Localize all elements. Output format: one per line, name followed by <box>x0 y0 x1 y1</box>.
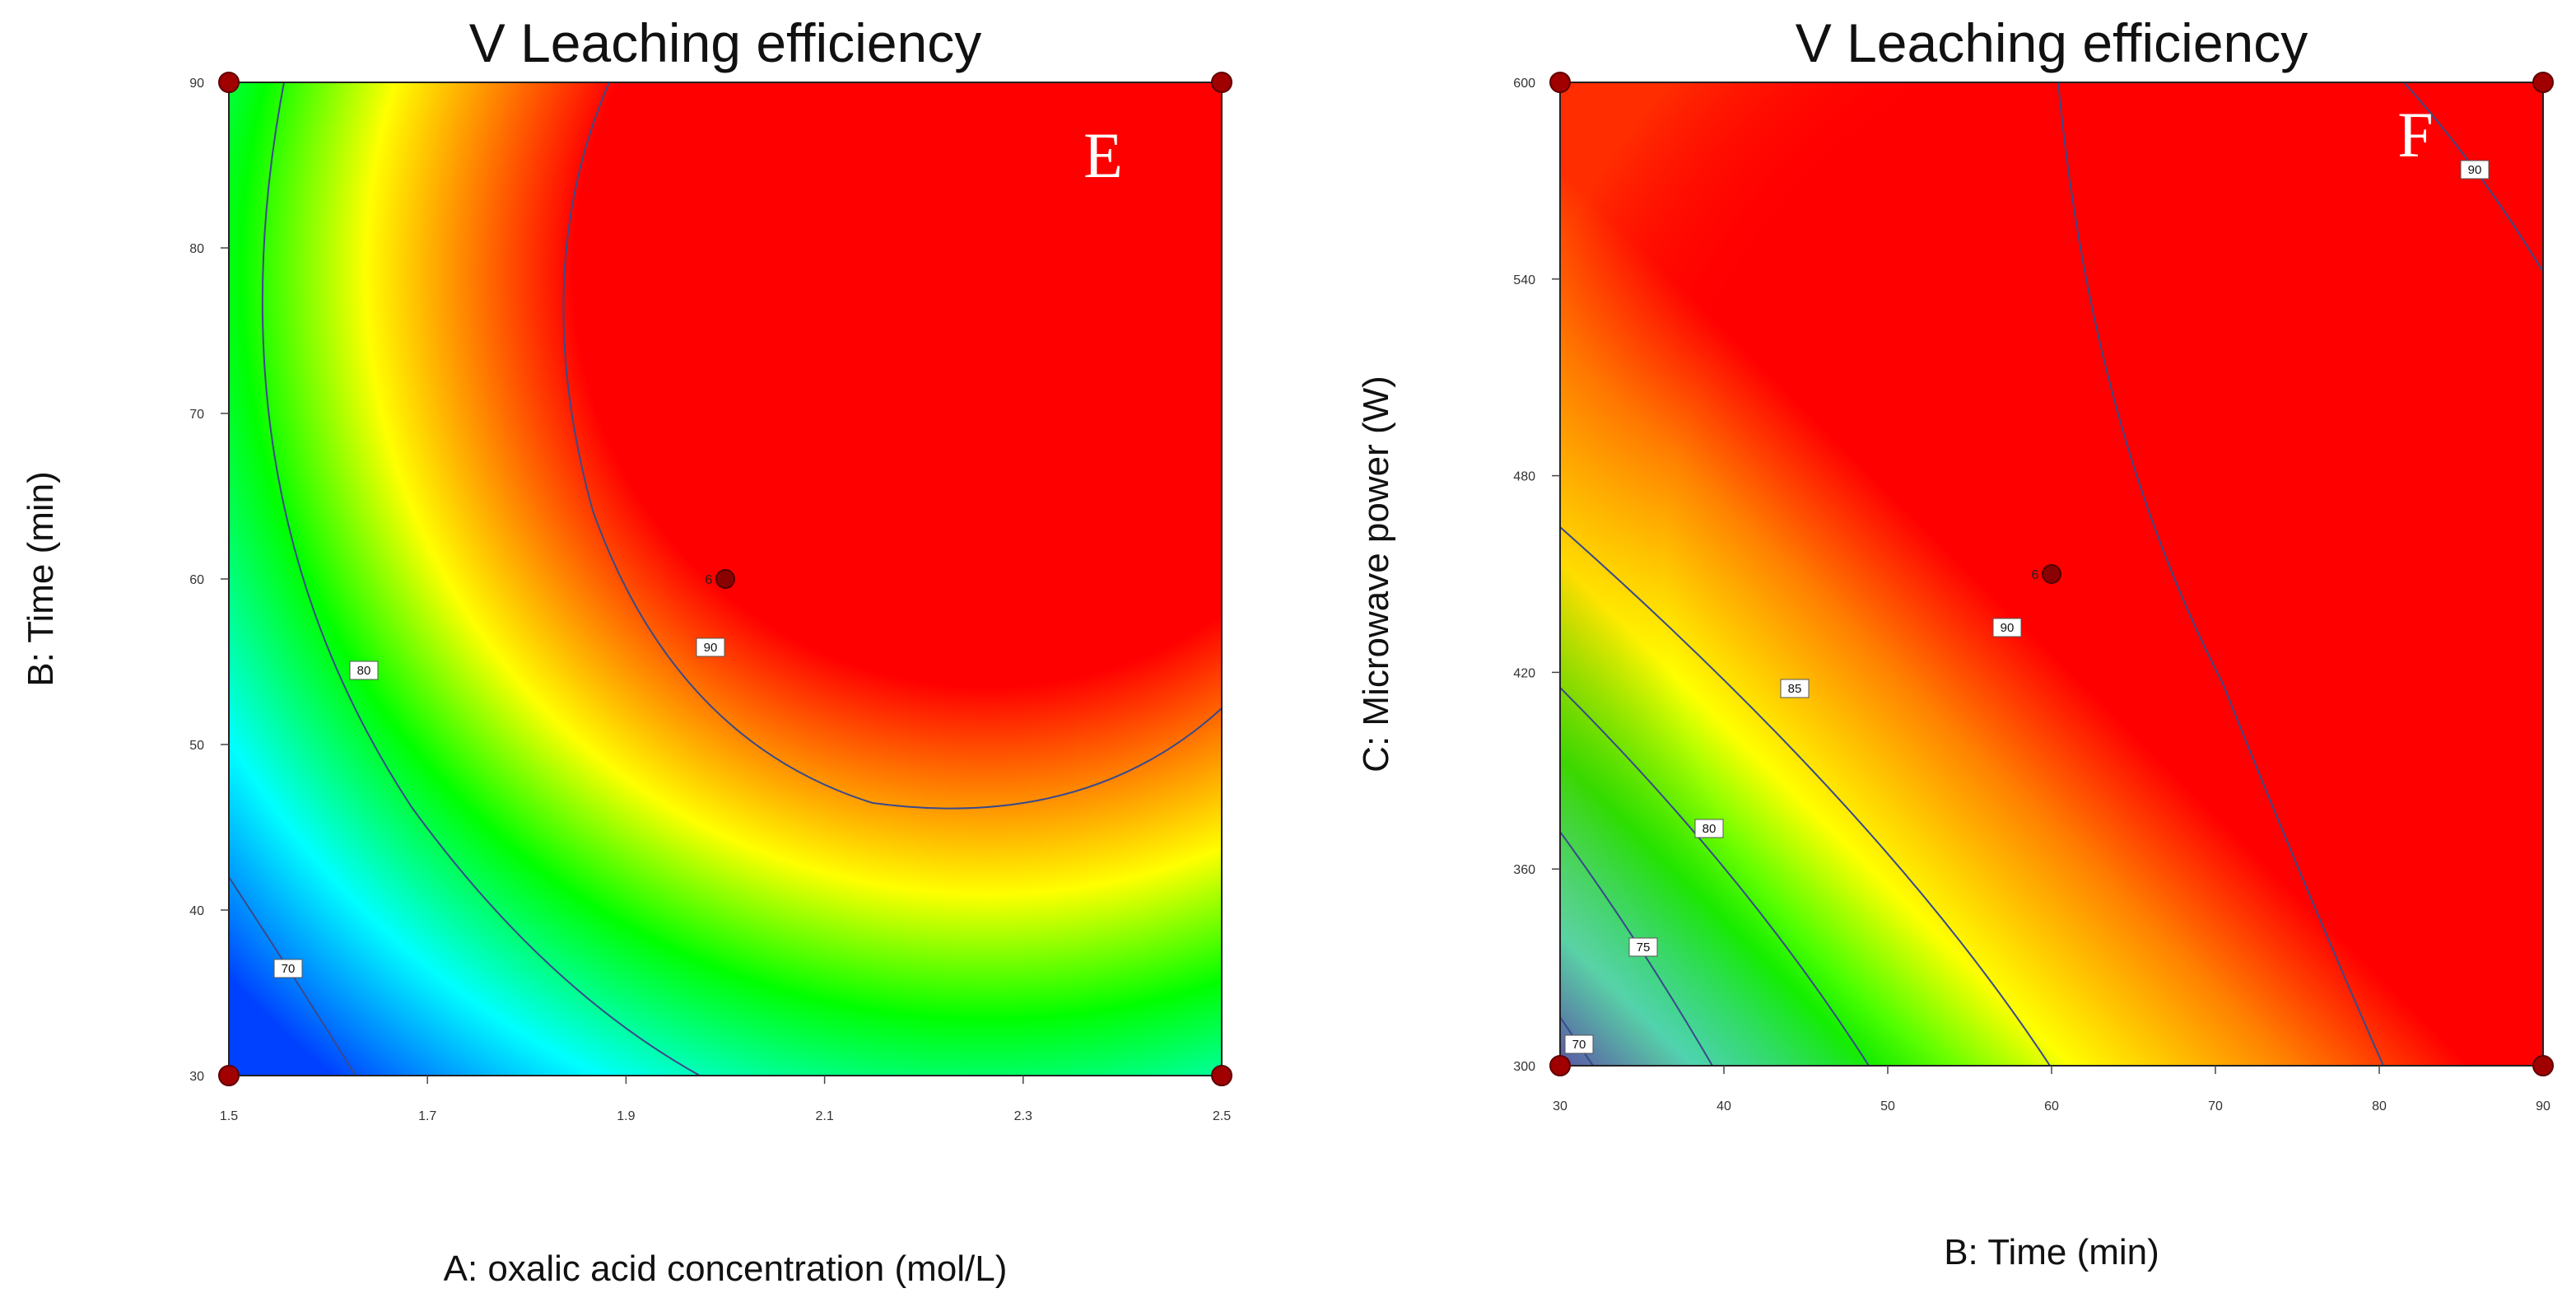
y-tick-label: 60 <box>189 573 204 587</box>
panel-f-x-axis-label: B: Time (min) <box>1944 1232 2159 1272</box>
panel-e-contours <box>229 82 1222 1076</box>
panel-f-ticks: 30 40 50 60 70 80 90 300 360 420 480 540 600 <box>1513 77 2550 1113</box>
panel-e-title: V Leaching efficiency <box>469 12 982 73</box>
x-tick-label: 80 <box>2372 1099 2387 1113</box>
design-point <box>1211 72 1232 93</box>
contour-line-80 <box>261 82 701 1076</box>
contour-line-90 <box>2057 82 2384 1066</box>
design-point <box>218 1065 240 1086</box>
panel-e-y-axis-label: B: Time (min) <box>21 471 61 687</box>
x-tick-label: 2.3 <box>1014 1109 1032 1123</box>
panel-e: V Leaching efficiency 1.5 1.7 1.9 2.1 2.3 2.5… <box>21 12 1232 1289</box>
center-point-label: 6 <box>2032 568 2039 582</box>
y-tick-label: 80 <box>189 242 204 256</box>
contour-label: 90 <box>1992 618 2022 637</box>
contour-label-text: 75 <box>1637 941 1651 955</box>
contour-label: 90 <box>696 637 725 657</box>
contour-line-85 <box>1560 526 2051 1066</box>
y-tick-label: 50 <box>189 739 204 753</box>
panel-e-x-axis-label: A: oxalic acid concentration (mol/L) <box>444 1249 1008 1289</box>
center-point <box>2042 564 2061 584</box>
design-point <box>2532 72 2554 93</box>
y-tick-label: 300 <box>1513 1060 1535 1074</box>
x-tick-label: 2.1 <box>815 1109 833 1123</box>
y-tick-label: 70 <box>189 408 204 422</box>
panel-f-title: V Leaching efficiency <box>1796 12 2308 73</box>
design-point <box>218 72 240 93</box>
contour-label: 75 <box>1628 937 1658 957</box>
y-tick-label: 90 <box>189 77 204 91</box>
panel-f-contours <box>1560 82 2543 1066</box>
x-tick-label: 1.5 <box>220 1109 238 1123</box>
contour-label: 80 <box>349 661 379 680</box>
contour-label-text: 90 <box>2468 163 2482 177</box>
panel-e-contour-labels: 70 80 90 <box>273 637 725 978</box>
panel-e-design-points: 6 <box>218 72 1232 1086</box>
x-tick-label: 30 <box>1553 1099 1567 1113</box>
panel-f-contour-labels: 70 75 80 85 90 90 <box>1564 160 2490 1054</box>
panel-e-ticks: 1.5 1.7 1.9 2.1 2.3 2.5 30 40 50 60 70 80 90 <box>189 77 1231 1123</box>
x-tick-label: 2.5 <box>1213 1109 1231 1123</box>
contour-label-text: 85 <box>1788 682 1802 696</box>
panel-f-design-points: 6 <box>1549 72 2554 1076</box>
panel-f-letter: F <box>2397 99 2433 170</box>
contour-label-text: 80 <box>357 664 371 678</box>
contour-label: 80 <box>1694 819 1724 838</box>
y-tick-label: 40 <box>189 904 204 918</box>
center-point-label: 6 <box>706 573 713 587</box>
center-point <box>715 569 735 589</box>
x-tick-label: 40 <box>1717 1099 1731 1113</box>
contour-line-70 <box>229 876 356 1076</box>
x-tick-label: 70 <box>2208 1099 2223 1113</box>
y-tick-label: 600 <box>1513 77 1535 91</box>
y-tick-label: 540 <box>1513 273 1535 287</box>
design-point <box>1211 1065 1232 1086</box>
panel-f-y-axis-label: C: Microwave power (W) <box>1356 376 1396 773</box>
contour-line-80 <box>1560 687 1870 1066</box>
x-tick-label: 60 <box>2044 1099 2059 1113</box>
panel-f: V Leaching efficiency 30 40 50 60 70 80 903003… <box>1356 12 2554 1272</box>
contour-label-text: 70 <box>1572 1038 1586 1052</box>
y-tick-label: 480 <box>1513 470 1535 484</box>
y-tick-label: 420 <box>1513 666 1535 680</box>
design-point <box>1549 1055 1571 1076</box>
x-tick-label: 1.9 <box>617 1109 635 1123</box>
contour-label-text: 90 <box>2001 621 2015 635</box>
x-tick-label: 1.7 <box>418 1109 436 1123</box>
y-tick-label: 360 <box>1513 863 1535 877</box>
contour-line-90 <box>562 82 1222 810</box>
panel-e-letter: E <box>1083 119 1123 191</box>
contour-label: 85 <box>1780 679 1810 698</box>
design-point <box>1549 72 1571 93</box>
y-tick-label: 30 <box>189 1070 204 1084</box>
x-tick-label: 90 <box>2536 1099 2550 1113</box>
contour-label: 70 <box>273 959 303 978</box>
design-point <box>2532 1055 2554 1076</box>
contour-label-text: 80 <box>1703 822 1717 836</box>
x-tick-label: 50 <box>1880 1099 1895 1113</box>
contour-label-text: 90 <box>704 641 718 655</box>
contour-label-text: 70 <box>282 962 296 976</box>
contour-label: 90 <box>2460 160 2490 180</box>
contour-label: 70 <box>1564 1034 1594 1054</box>
